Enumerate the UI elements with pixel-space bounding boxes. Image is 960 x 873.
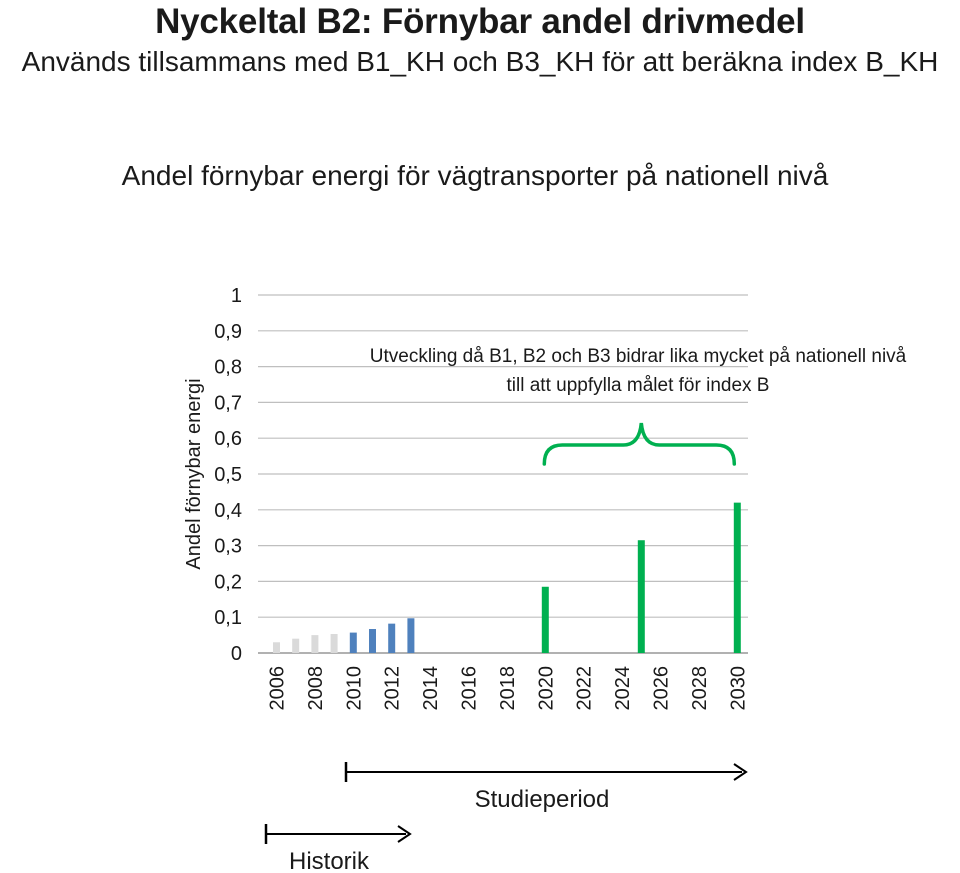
annotation-line-2: till att uppfylla målet för index B: [507, 375, 770, 396]
x-tick-label: 2012: [382, 666, 404, 711]
x-tick-label: 2010: [343, 666, 365, 711]
x-tick-label: 2006: [267, 666, 289, 711]
x-tick-label: 2008: [305, 666, 327, 711]
bar-2025: [637, 540, 645, 653]
x-tick-label: 2024: [612, 666, 634, 711]
y-axis-label: Andel förnybar energi: [183, 378, 205, 569]
y-tick-label: 0,9: [214, 321, 242, 343]
bar-2030: [733, 502, 741, 653]
bar-2008: [311, 635, 319, 653]
bar-2012: [388, 623, 396, 653]
x-tick-label: 2026: [651, 666, 673, 711]
x-tick-label: 2020: [535, 666, 557, 711]
x-tick-label: 2014: [420, 666, 442, 711]
y-tick-label: 0,3: [214, 536, 242, 558]
bar-2020: [541, 586, 549, 653]
bars: [273, 502, 741, 653]
chart-title: Andel förnybar energi för vägtransporter…: [121, 160, 829, 191]
x-tick-label: 2030: [727, 666, 749, 711]
x-axis-tick-labels: 2006 2008 2010 2012 2014 2016 2018 2020 2022 2024…: [267, 666, 750, 711]
study-period-arrowhead: [733, 763, 748, 781]
y-tick-label: 0,1: [214, 607, 242, 629]
x-tick-label: 2018: [497, 666, 519, 711]
history-label: Historik: [289, 848, 370, 873]
y-tick-label: 0: [231, 643, 242, 665]
y-tick-label: 0,5: [214, 464, 242, 486]
annotation-brace: [542, 422, 737, 466]
bar-2011: [369, 629, 376, 653]
y-tick-label: 0,4: [214, 500, 242, 522]
y-tick-label: 0,7: [214, 392, 242, 414]
x-tick-label: 2028: [689, 666, 711, 711]
gridlines: [258, 294, 748, 654]
bar-2010: [349, 632, 357, 653]
bar-2006: [273, 642, 280, 653]
x-tick-label: 2022: [574, 666, 596, 711]
bar-2013: [407, 618, 415, 653]
study-period-label: Studieperiod: [475, 786, 610, 813]
x-tick-label: 2016: [459, 666, 481, 711]
bar-2009: [330, 634, 338, 653]
page-subtitle: Används tillsammans med B1_KH och B3_KH …: [21, 46, 939, 77]
y-tick-label: 0,2: [214, 571, 242, 593]
y-tick-label: 0,6: [214, 428, 242, 450]
history-arrowhead: [397, 825, 412, 843]
y-tick-label: 0,8: [214, 357, 242, 379]
page-title: Nyckeltal B2: Förnybar andel drivmedel: [155, 2, 805, 41]
annotation-line-1: Utveckling då B1, B2 och B3 bidrar lika …: [370, 346, 907, 367]
y-tick-label: 1: [231, 285, 242, 307]
y-axis-ticks: 0 0,1 0,2 0,3 0,4 0,5 0,6 0,7 0,8 0,9 1: [214, 285, 242, 665]
bar-2007: [292, 638, 300, 653]
